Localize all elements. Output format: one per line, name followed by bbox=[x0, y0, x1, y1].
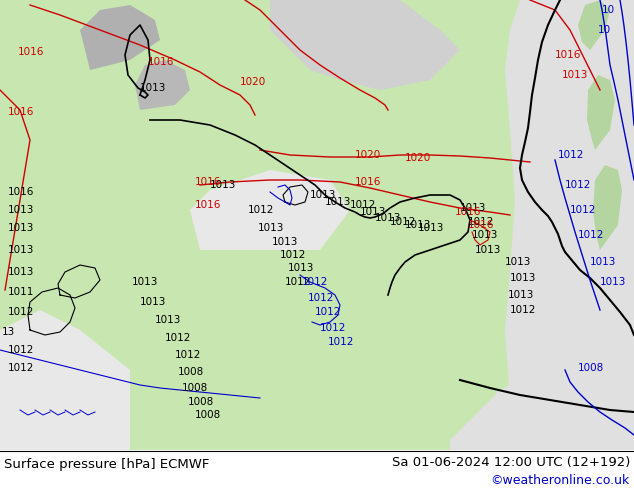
Text: 1011: 1011 bbox=[8, 287, 34, 297]
Text: 1016: 1016 bbox=[148, 57, 174, 67]
Text: 10: 10 bbox=[598, 25, 611, 35]
Text: 1012: 1012 bbox=[570, 205, 597, 215]
Text: Sa 01-06-2024 12:00 UTC (12+192): Sa 01-06-2024 12:00 UTC (12+192) bbox=[392, 456, 630, 468]
Text: 1012: 1012 bbox=[558, 150, 585, 160]
Text: 1013: 1013 bbox=[600, 277, 626, 287]
Text: 13: 13 bbox=[2, 327, 15, 337]
Text: 1012: 1012 bbox=[285, 277, 311, 287]
Polygon shape bbox=[587, 75, 615, 150]
Text: 1013: 1013 bbox=[132, 277, 158, 287]
Text: 1013: 1013 bbox=[8, 245, 34, 255]
Polygon shape bbox=[80, 5, 160, 70]
Text: 1013: 1013 bbox=[562, 70, 588, 80]
Text: 10: 10 bbox=[602, 5, 615, 15]
Polygon shape bbox=[0, 310, 130, 450]
Polygon shape bbox=[578, 0, 610, 50]
Text: 1013: 1013 bbox=[505, 257, 531, 267]
Text: 1008: 1008 bbox=[578, 363, 604, 373]
Text: 1008: 1008 bbox=[178, 367, 204, 377]
Text: ©weatheronline.co.uk: ©weatheronline.co.uk bbox=[491, 473, 630, 487]
Text: 1008: 1008 bbox=[188, 397, 214, 407]
Text: 1012: 1012 bbox=[302, 277, 328, 287]
Text: 1012: 1012 bbox=[248, 205, 275, 215]
Text: 1013: 1013 bbox=[8, 267, 34, 277]
Text: 1012: 1012 bbox=[175, 350, 202, 360]
Text: 1008: 1008 bbox=[182, 383, 208, 393]
Text: 1013: 1013 bbox=[472, 230, 498, 240]
Text: 1012: 1012 bbox=[280, 250, 306, 260]
Text: 1013: 1013 bbox=[375, 213, 401, 223]
Polygon shape bbox=[190, 170, 350, 250]
Text: 1016: 1016 bbox=[8, 187, 34, 197]
Text: 1013: 1013 bbox=[258, 223, 285, 233]
Text: 1012: 1012 bbox=[8, 345, 34, 355]
Text: 1016: 1016 bbox=[455, 207, 481, 217]
Text: 1012: 1012 bbox=[578, 230, 604, 240]
Text: 1012: 1012 bbox=[390, 217, 417, 227]
Text: 1012: 1012 bbox=[315, 307, 341, 317]
Text: 1012: 1012 bbox=[8, 307, 34, 317]
Text: 1020: 1020 bbox=[355, 150, 381, 160]
Text: 1013: 1013 bbox=[510, 273, 536, 283]
Text: 1012: 1012 bbox=[350, 200, 377, 210]
Text: 1012: 1012 bbox=[320, 323, 346, 333]
Text: 1012: 1012 bbox=[565, 180, 592, 190]
Text: 1013: 1013 bbox=[418, 223, 444, 233]
Polygon shape bbox=[593, 165, 622, 250]
Text: 1013: 1013 bbox=[288, 263, 314, 273]
Text: 1016: 1016 bbox=[8, 107, 34, 117]
Polygon shape bbox=[450, 330, 634, 450]
Text: 1016: 1016 bbox=[468, 220, 495, 230]
Polygon shape bbox=[505, 0, 634, 450]
Text: Surface pressure [hPa] ECMWF: Surface pressure [hPa] ECMWF bbox=[4, 458, 209, 470]
Text: 1012: 1012 bbox=[8, 363, 34, 373]
Text: 1016: 1016 bbox=[18, 47, 44, 57]
Text: 1016: 1016 bbox=[355, 177, 382, 187]
Text: 1013: 1013 bbox=[140, 83, 166, 93]
Text: 1016: 1016 bbox=[195, 200, 221, 210]
Text: 1012: 1012 bbox=[308, 293, 334, 303]
Text: 1008: 1008 bbox=[195, 410, 221, 420]
Text: 1020: 1020 bbox=[240, 77, 266, 87]
Text: 1013: 1013 bbox=[210, 180, 236, 190]
Text: 1013: 1013 bbox=[310, 190, 337, 200]
Text: 1013: 1013 bbox=[475, 245, 501, 255]
Text: 1013: 1013 bbox=[8, 205, 34, 215]
Polygon shape bbox=[270, 0, 460, 90]
Text: 1013: 1013 bbox=[460, 203, 486, 213]
Text: 1020: 1020 bbox=[405, 153, 431, 163]
Text: 1013: 1013 bbox=[360, 207, 386, 217]
Text: 1013: 1013 bbox=[155, 315, 181, 325]
Text: 1012: 1012 bbox=[468, 217, 495, 227]
Text: 1013: 1013 bbox=[140, 297, 166, 307]
Text: 1012: 1012 bbox=[328, 337, 354, 347]
Text: 1013: 1013 bbox=[272, 237, 299, 247]
Polygon shape bbox=[135, 60, 190, 110]
Text: 1013: 1013 bbox=[8, 223, 34, 233]
Text: 1016: 1016 bbox=[195, 177, 221, 187]
Text: 1013: 1013 bbox=[508, 290, 534, 300]
Text: 1016: 1016 bbox=[555, 50, 581, 60]
Text: 1013: 1013 bbox=[325, 197, 351, 207]
Text: 1012: 1012 bbox=[510, 305, 536, 315]
Text: 1012: 1012 bbox=[165, 333, 191, 343]
Text: 1013: 1013 bbox=[590, 257, 616, 267]
Text: 1013: 1013 bbox=[405, 220, 431, 230]
